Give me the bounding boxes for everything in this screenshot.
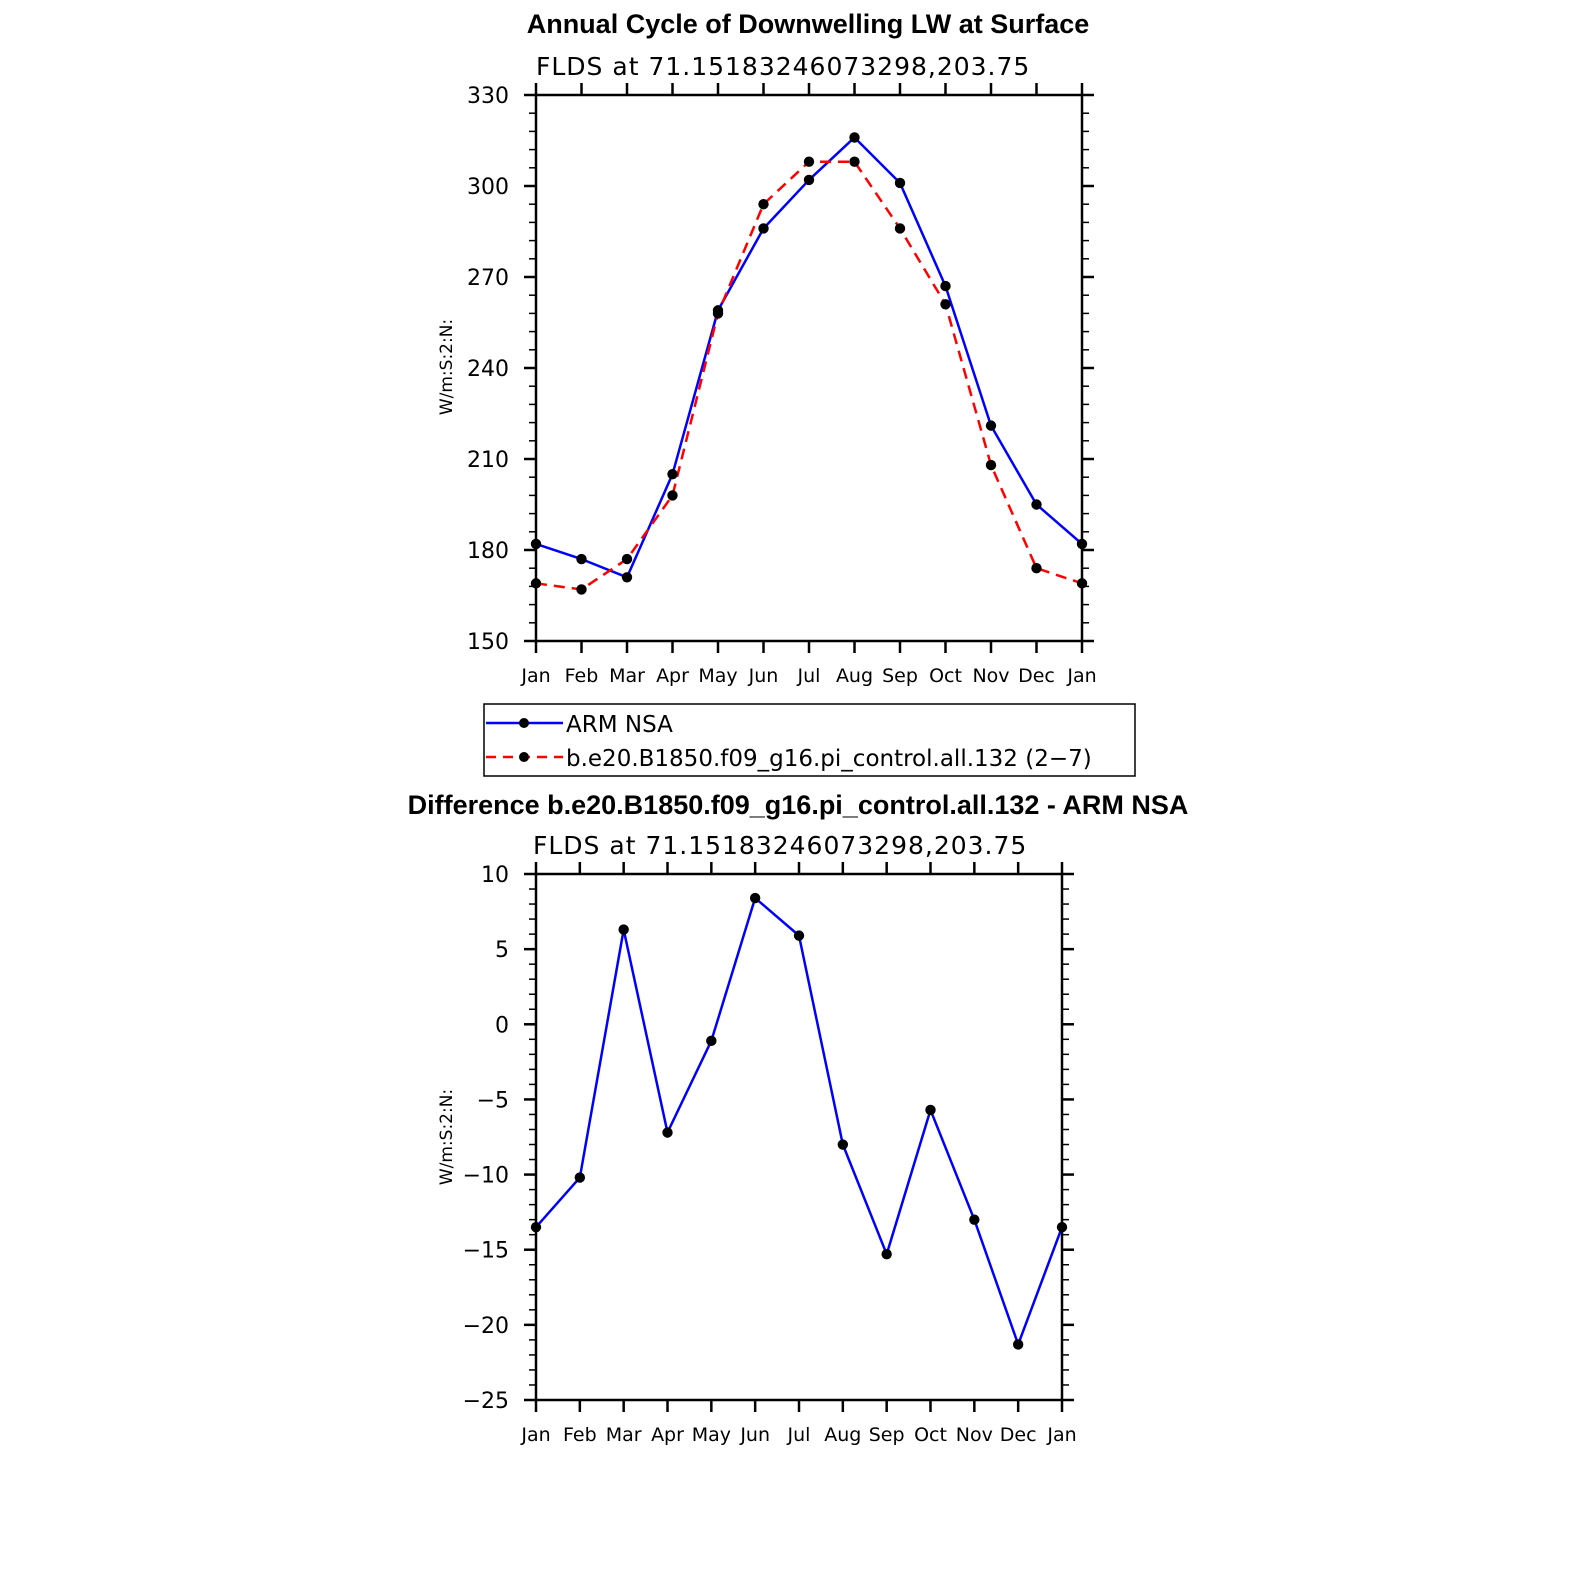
y-tick-label: 240 [467,357,509,382]
series-1-point [712,308,724,319]
x-tick-label: Oct [929,665,962,687]
series-1-point [940,299,951,310]
x-tick-label: Nov [972,665,1009,687]
series-1-point [803,156,815,167]
series-0-point [667,468,678,480]
series-0-point [881,1249,892,1260]
y-tick-label: −5 [477,1088,509,1113]
x-tick-label: Feb [563,1424,597,1446]
series-1-point [667,490,678,501]
series-1-point [985,459,997,471]
plot-series [530,892,1068,1350]
series-0-point [1012,1339,1024,1350]
chart-subtitle: FLDS at 71.15183246073298,203.75 [536,52,1030,81]
chart-title: Annual Cycle of Downwelling LW at Surfac… [527,9,1090,39]
x-tick-label: Dec [1018,665,1055,687]
series-0-point [574,1172,586,1183]
series-0-point [940,280,951,292]
x-tick-label: Jul [797,665,821,687]
x-tick-label: Aug [824,1424,861,1446]
series-0-point [576,553,587,565]
y-tick-label: −10 [463,1164,509,1189]
series-0-point [618,924,629,935]
x-tick-label: Jun [739,1424,770,1446]
series-0-point [706,1035,717,1047]
series-0-point [621,572,633,583]
y-tick-label: −25 [463,1389,509,1414]
x-tick-label: Apr [656,665,689,687]
series-0-point [1031,499,1042,510]
legend: ARM NSA b.e20.B1850.f09_g16.pi_control.a… [483,703,1136,777]
x-tick-label: Nov [956,1424,993,1446]
plot-series [530,132,1088,595]
series-0-point [969,1214,980,1225]
x-tick-label: Jun [748,665,779,687]
y-tick-label: 300 [467,175,509,200]
series-0-point [894,177,906,189]
series-0-point [793,930,805,941]
y-tick-label: 0 [495,1013,509,1038]
y-tick-label: −15 [463,1239,509,1264]
y-tick-label: 150 [467,630,509,655]
x-tick-label: Jan [520,665,550,687]
legend-label-arm-nsa: ARM NSA [566,712,673,738]
legend-box [483,703,1136,777]
x-tick-label: Jul [787,1424,811,1446]
series-1-point [758,199,769,210]
chart-title: Difference b.e20.B1850.f09_g16.pi_contro… [408,790,1189,820]
y-axis-ticks: 150 180 210 240 270 300 330 [467,84,1094,655]
legend-marker-arm-nsa [519,718,529,728]
x-tick-label: Mar [606,1424,642,1446]
series-1-point [849,156,860,167]
difference-panel: Difference b.e20.B1850.f09_g16.pi_contro… [408,790,1189,1446]
x-tick-label: Aug [836,665,873,687]
y-tick-label: 5 [495,938,509,963]
series-0-point [837,1139,849,1150]
x-tick-label: Jan [1066,665,1096,687]
series-0-point [749,892,761,904]
series-0-point [849,132,860,143]
plot-frame [534,93,1084,643]
series-1-point [621,553,633,565]
series-0-point [985,420,997,431]
plot-frame [534,872,1064,1402]
x-tick-label: Apr [651,1424,684,1446]
chart-subtitle: FLDS at 71.15183246073298,203.75 [533,831,1027,860]
x-axis-ticks: Jan Feb Mar Apr May Jun Jul Aug Sep Oct Nov Dec Jan [520,83,1097,687]
series-0-point [925,1104,936,1116]
x-tick-label: Mar [609,665,645,687]
x-tick-label: Dec [1000,1424,1037,1446]
series-0-point [758,223,769,234]
series-1-point [894,223,906,234]
y-axis-ticks: −25 −20 −15 −10 −5 0 5 10 [463,863,1074,1414]
x-tick-label: May [692,1424,731,1446]
y-tick-label: −20 [463,1314,509,1339]
x-tick-label: Jan [1046,1424,1076,1446]
series-0-point [662,1127,673,1138]
y-tick-label: 330 [467,84,509,109]
x-tick-label: Sep [882,665,918,687]
legend-label-model: b.e20.B1850.f09_g16.pi_control.all.132 (… [566,746,1092,772]
annual-cycle-panel: Annual Cycle of Downwelling LW at Surfac… [437,9,1097,687]
legend-marker-model [519,752,529,762]
series-1-point [576,584,587,595]
x-tick-label: May [698,665,737,687]
x-tick-label: Oct [914,1424,947,1446]
series-line-0 [535,896,1064,1346]
series-line-1 [535,160,1083,591]
y-tick-label: 180 [467,539,509,564]
x-tick-label: Feb [565,665,599,687]
x-axis-ticks: Jan Feb Mar Apr May Jun Jul Aug Sep Oct Nov Dec Jan [520,862,1077,1446]
y-tick-label: 270 [467,266,509,291]
series-1-point [1031,563,1042,574]
x-tick-label: Jan [520,1424,550,1446]
series-line-0 [535,136,1083,579]
y-tick-label: 10 [481,863,509,888]
y-axis-label: W/m:S:2:N: [437,319,457,415]
series-0-point [803,174,815,186]
y-axis-label: W/m:S:2:N: [437,1089,457,1185]
y-tick-label: 210 [467,448,509,473]
x-tick-label: Sep [869,1424,905,1446]
